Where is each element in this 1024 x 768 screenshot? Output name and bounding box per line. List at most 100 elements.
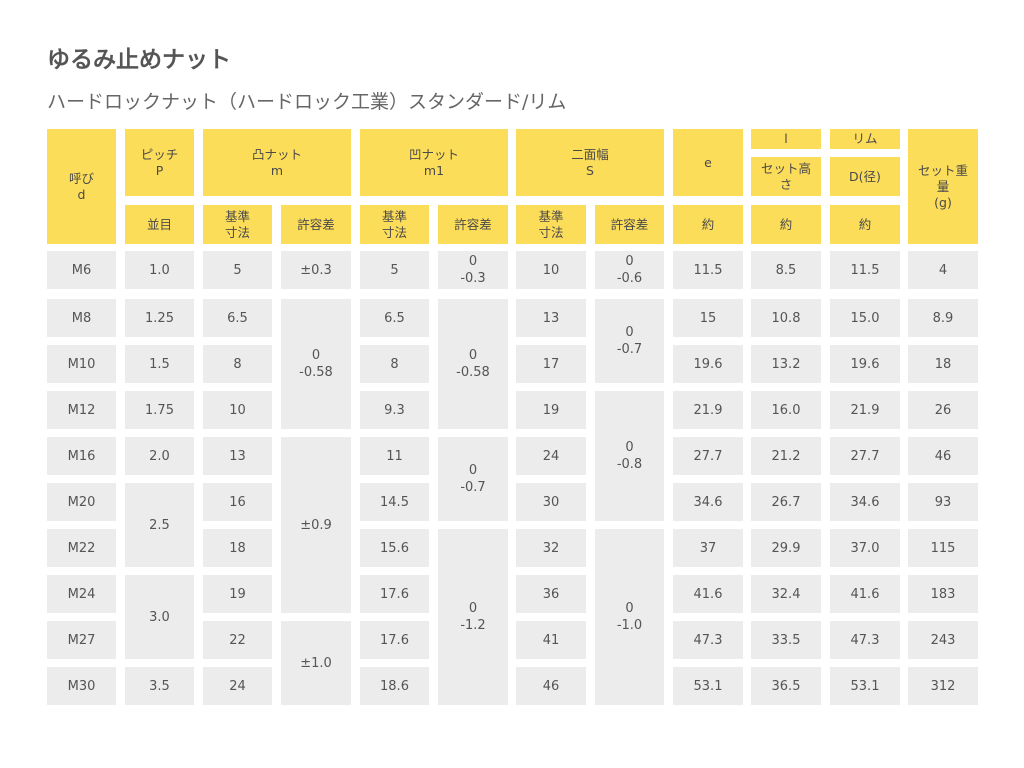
table-cell: 10.8 — [751, 299, 821, 337]
table-cell: 15.6 — [360, 529, 429, 567]
table-cell: M24 — [47, 575, 116, 613]
merged-cell: 0 -0.7 — [595, 299, 664, 383]
table-cell: 3.5 — [125, 667, 194, 705]
table-cell: 14.5 — [360, 483, 429, 521]
table-cell: 4 — [908, 251, 978, 289]
table-cell: 16.0 — [751, 391, 821, 429]
header-flats-tolerance: 許容差 — [595, 205, 664, 244]
table-cell: 26 — [908, 391, 978, 429]
table-cell: 47.3 — [830, 621, 900, 659]
table-cell: 30 — [516, 483, 586, 521]
table-cell: 41.6 — [673, 575, 743, 613]
table-cell: 18 — [908, 345, 978, 383]
merged-cell: 0 -1.2 — [438, 529, 508, 705]
table-cell: 32.4 — [751, 575, 821, 613]
header-rim-approx: 約 — [830, 205, 900, 244]
header-flats-base: 基準 寸法 — [516, 205, 586, 244]
table-cell: 243 — [908, 621, 978, 659]
table-cell: 13 — [203, 437, 272, 475]
table-cell: 11.5 — [830, 251, 900, 289]
table-cell: 1.75 — [125, 391, 194, 429]
merged-cell: ±0.9 — [281, 437, 351, 613]
table-cell: M12 — [47, 391, 116, 429]
table-cell: 46 — [908, 437, 978, 475]
table-cell: 24 — [203, 667, 272, 705]
table-cell: 19.6 — [830, 345, 900, 383]
merged-cell: 0 -0.58 — [281, 299, 351, 429]
table-cell: 312 — [908, 667, 978, 705]
header-pitch-coarse: 並目 — [125, 205, 194, 244]
header-convex-nut: 凸ナット m — [203, 129, 351, 196]
table-cell: 1.25 — [125, 299, 194, 337]
table-cell: 18 — [203, 529, 272, 567]
header-pitch: ピッチ P — [125, 129, 194, 196]
merged-cell: ±1.0 — [281, 621, 351, 705]
merged-cell: 0 -0.8 — [595, 391, 664, 521]
merged-cell: 0 -1.0 — [595, 529, 664, 705]
table-cell: 8 — [203, 345, 272, 383]
table-cell: 32 — [516, 529, 586, 567]
page-subtitle: ハードロックナット（ハードロック工業）スタンダード/リム — [47, 91, 567, 113]
table-cell: 5 — [360, 251, 429, 289]
header-rim: リム — [830, 129, 900, 149]
merged-cell: 0 -0.6 — [595, 251, 664, 289]
table-cell: 1.5 — [125, 345, 194, 383]
table-cell: 46 — [516, 667, 586, 705]
table-cell: 10 — [516, 251, 586, 289]
table-cell: 41 — [516, 621, 586, 659]
header-rim-diameter: D(径) — [830, 157, 900, 196]
table-cell: 8.9 — [908, 299, 978, 337]
table-cell: 47.3 — [673, 621, 743, 659]
table-cell: 15.0 — [830, 299, 900, 337]
table-cell: M6 — [47, 251, 116, 289]
table-cell: 21.2 — [751, 437, 821, 475]
header-nominal-d: 呼び d — [47, 129, 116, 244]
merged-cell: ±0.3 — [281, 251, 351, 289]
table-cell: 6.5 — [203, 299, 272, 337]
table-cell: 15 — [673, 299, 743, 337]
table-cell: 17.6 — [360, 575, 429, 613]
header-set-weight: セット重 量 (g) — [908, 129, 978, 244]
header-convex-tolerance: 許容差 — [281, 205, 351, 244]
table-cell: 27.7 — [673, 437, 743, 475]
header-l: l — [751, 129, 821, 149]
table-cell: M16 — [47, 437, 116, 475]
table-cell: 17.6 — [360, 621, 429, 659]
table-cell: 26.7 — [751, 483, 821, 521]
table-cell: 93 — [908, 483, 978, 521]
table-cell: 22 — [203, 621, 272, 659]
table-cell: 5 — [203, 251, 272, 289]
table-cell: M8 — [47, 299, 116, 337]
table-cell: 41.6 — [830, 575, 900, 613]
table-cell: 36 — [516, 575, 586, 613]
table-cell: 10 — [203, 391, 272, 429]
merged-cell: 2.5 — [125, 483, 194, 567]
table-cell: 18.6 — [360, 667, 429, 705]
table-cell: 21.9 — [673, 391, 743, 429]
table-cell: 16 — [203, 483, 272, 521]
table-cell: 13 — [516, 299, 586, 337]
header-concave-tolerance: 許容差 — [438, 205, 508, 244]
header-l-approx: 約 — [751, 205, 821, 244]
header-concave-nut: 凹ナット m1 — [360, 129, 508, 196]
table-cell: M10 — [47, 345, 116, 383]
table-cell: 37 — [673, 529, 743, 567]
table-cell: 27.7 — [830, 437, 900, 475]
table-cell: 29.9 — [751, 529, 821, 567]
table-cell: 9.3 — [360, 391, 429, 429]
merged-cell: 0 -0.58 — [438, 299, 508, 429]
table-cell: M22 — [47, 529, 116, 567]
table-cell: 19 — [203, 575, 272, 613]
table-cell: 183 — [908, 575, 978, 613]
merged-cell: 3.0 — [125, 575, 194, 659]
table-cell: 36.5 — [751, 667, 821, 705]
table-cell: 53.1 — [673, 667, 743, 705]
header-width-across-flats: 二面幅 S — [516, 129, 664, 196]
header-e-approx: 約 — [673, 205, 743, 244]
table-cell: 2.0 — [125, 437, 194, 475]
merged-cell: 0 -0.3 — [438, 251, 508, 289]
table-cell: M30 — [47, 667, 116, 705]
table-cell: M20 — [47, 483, 116, 521]
header-e: e — [673, 129, 743, 196]
table-cell: 11 — [360, 437, 429, 475]
